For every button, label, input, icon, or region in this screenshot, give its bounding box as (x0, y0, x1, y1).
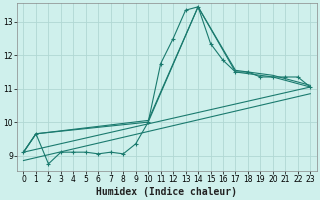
X-axis label: Humidex (Indice chaleur): Humidex (Indice chaleur) (96, 186, 237, 197)
